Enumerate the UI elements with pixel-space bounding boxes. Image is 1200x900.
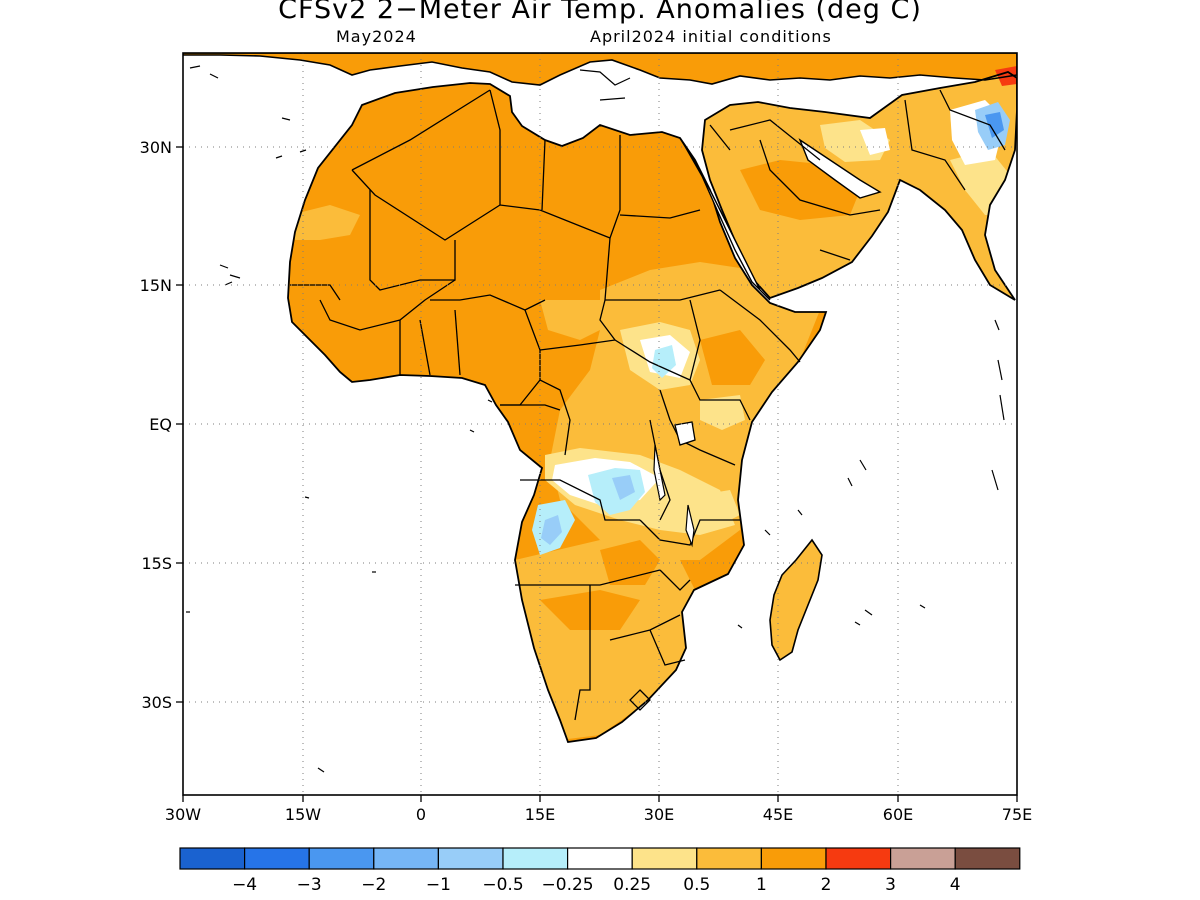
colorbar-label: −0.5 (482, 875, 523, 895)
colorbar-swatch (566, 847, 633, 870)
initial-conditions: April2024 initial conditions (590, 27, 832, 46)
colorbar-swatch (696, 847, 762, 870)
colorbar-swatch (631, 847, 698, 870)
colorbar: −4 −3 −2 −1 −0.5 −0.25 0.25 0.5 1 2 3 4 (179, 847, 1021, 895)
colorbar-label: −1 (426, 875, 451, 895)
colorbar-swatch (502, 847, 569, 870)
colorbar-swatch (373, 847, 439, 870)
islands (186, 65, 1005, 773)
colorbar-swatch (244, 847, 310, 870)
lon-label: 30W (165, 805, 201, 824)
lon-label: 45E (763, 805, 793, 824)
colorbar-swatch (308, 847, 375, 870)
lon-label: 15W (285, 805, 321, 824)
lat-label: 30N (140, 138, 172, 157)
colorbar-swatch (954, 847, 1021, 870)
colorbar-label: 0.25 (613, 875, 651, 895)
colorbar-label: −0.25 (542, 875, 594, 895)
lat-label: 15S (141, 554, 172, 573)
colorbar-label: −3 (297, 875, 322, 895)
graticule (183, 53, 1017, 795)
colorbar-swatch (825, 847, 892, 870)
colorbar-label: −4 (232, 875, 257, 895)
colorbar-swatch (437, 847, 504, 870)
colorbar-label: 0.5 (683, 875, 710, 895)
colorbar-label: 2 (821, 875, 832, 895)
colorbar-swatch (179, 847, 246, 870)
lat-label: 15N (140, 276, 172, 295)
map-title: CFSv2 2−Meter Air Temp. Anomalies (deg C… (278, 0, 922, 25)
lon-label: 60E (883, 805, 913, 824)
lat-label: 30S (141, 693, 172, 712)
lon-label: 15E (525, 805, 555, 824)
lon-label: 30E (644, 805, 674, 824)
lat-label: EQ (149, 415, 172, 434)
anomaly-field (183, 53, 1017, 795)
colorbar-swatch (760, 847, 827, 870)
colorbar-label: 3 (885, 875, 896, 895)
forecast-month: May2024 (336, 27, 417, 46)
colorbar-label: −2 (361, 875, 386, 895)
colorbar-swatch (889, 847, 956, 870)
colorbar-label: 4 (950, 875, 961, 895)
colorbar-label: 1 (756, 875, 767, 895)
lon-label: 0 (416, 805, 426, 824)
lon-label: 75E (1002, 805, 1032, 824)
